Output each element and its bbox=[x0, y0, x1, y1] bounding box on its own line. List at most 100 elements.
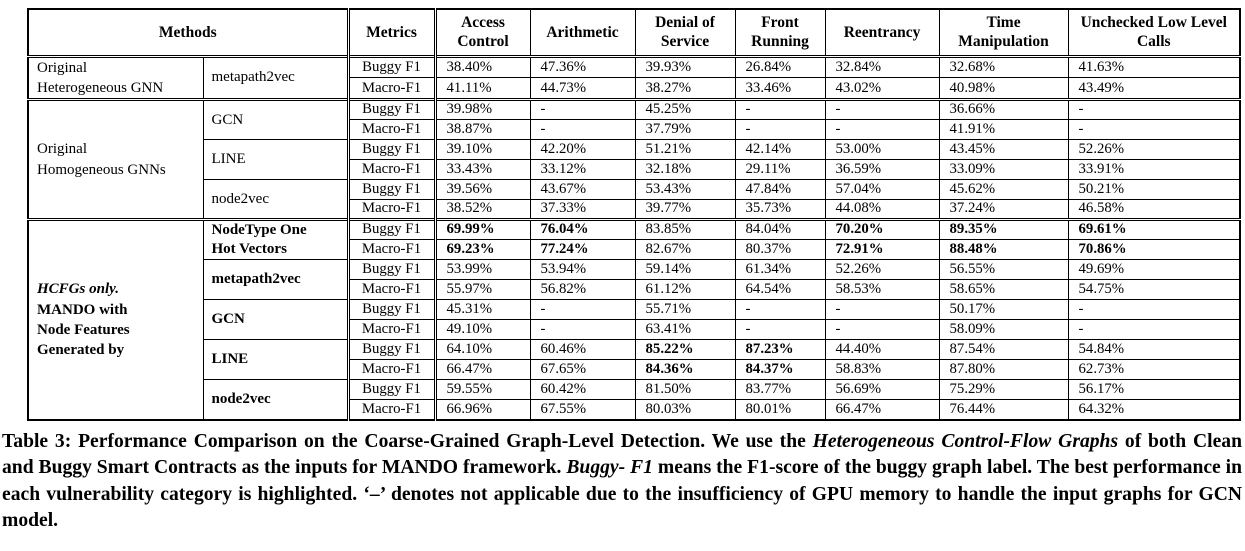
value-cell: 42.20% bbox=[529, 139, 636, 160]
value-cell: 61.12% bbox=[634, 279, 736, 300]
value-cell: 51.21% bbox=[634, 139, 736, 160]
value-cell: 59.55% bbox=[433, 379, 531, 400]
table-row: Macro-F1 38.52% 37.33% 39.77% 35.73% 44.08% 37… bbox=[28, 199, 1241, 220]
value-cell: 72.91% bbox=[824, 239, 940, 260]
value-cell: 83.85% bbox=[634, 218, 736, 240]
value-cell: 63.41% bbox=[634, 319, 736, 340]
group-label-line: HCFGs only. bbox=[37, 281, 119, 298]
metric-label: Buggy F1 bbox=[346, 299, 436, 320]
value-cell: 67.65% bbox=[529, 359, 636, 380]
value-cell: - bbox=[529, 319, 636, 340]
table-row: metapath2vec Buggy F1 53.99% 53.94% 59.14% 61… bbox=[28, 259, 1241, 300]
value-cell: 77.24% bbox=[529, 239, 636, 260]
metric-label: Buggy F1 bbox=[346, 379, 436, 400]
method-name-metapath2vec: metapath2vec bbox=[202, 54, 349, 100]
value-cell: 36.59% bbox=[824, 159, 940, 180]
value-cell: 26.84% bbox=[734, 54, 826, 79]
value-cell: 85.22% bbox=[634, 339, 736, 360]
value-cell: 69.99% bbox=[433, 218, 531, 240]
table-row: node2vec Buggy F1 39.56% 43.67% 53.43% 47.84%… bbox=[28, 179, 1241, 220]
value-cell: 55.97% bbox=[433, 279, 531, 300]
value-cell: 53.94% bbox=[529, 259, 636, 280]
caption-emphasis: Heterogeneous Control-Flow Graphs bbox=[812, 430, 1119, 452]
table-row: GCN Buggy F1 45.31% -55.71% - -50.17% - bbox=[28, 299, 1241, 340]
value-cell: 39.93% bbox=[634, 54, 736, 79]
group-label-line: Generated by bbox=[37, 342, 125, 358]
value-cell: 33.46% bbox=[734, 77, 826, 100]
value-cell: 67.55% bbox=[529, 399, 636, 420]
value-cell: 84.36% bbox=[634, 359, 736, 380]
table-row: Macro-F1 38.87% -37.79% - -41.91% - bbox=[28, 119, 1241, 140]
value-cell: 56.82% bbox=[529, 279, 636, 300]
value-cell: - bbox=[1067, 319, 1241, 340]
group-label-line: MANDO with bbox=[37, 301, 128, 318]
group-label-line: Homogeneous GNNs bbox=[37, 161, 166, 178]
method-group-label-original: Original Heterogeneous GNN bbox=[27, 54, 204, 100]
value-cell: 56.69% bbox=[824, 379, 940, 400]
value-cell: 37.24% bbox=[938, 199, 1069, 220]
caption-text: of both Clean and Buggy Smart Contracts … bbox=[2, 430, 1242, 479]
value-cell: 83.77% bbox=[734, 379, 826, 400]
value-cell: 32.68% bbox=[938, 54, 1069, 79]
metric-label: Buggy F1 bbox=[346, 218, 436, 240]
caption-text: means the F1-score of the buggy graph la… bbox=[2, 457, 1243, 532]
value-cell: 66.47% bbox=[824, 399, 940, 420]
value-cell: 80.03% bbox=[634, 399, 736, 420]
value-cell: 60.42% bbox=[529, 379, 636, 400]
value-cell: 76.04% bbox=[529, 218, 636, 240]
col-header-reentrancy: Reentrancy bbox=[824, 8, 940, 57]
value-cell: 87.80% bbox=[938, 359, 1069, 380]
value-cell: - bbox=[529, 98, 636, 120]
metric-label: Macro-F1 bbox=[346, 239, 436, 260]
method-name-metapath2vec: metapath2vec bbox=[202, 259, 349, 300]
value-cell: 39.77% bbox=[634, 199, 736, 220]
table-row: Macro-F1 49.10% -63.41% - -58.09% - bbox=[28, 319, 1241, 340]
value-cell: 49.69% bbox=[1067, 259, 1241, 280]
col-header-arithmetic: Arithmetic bbox=[529, 8, 636, 57]
value-cell: 53.99% bbox=[433, 259, 531, 280]
value-cell: 66.47% bbox=[433, 359, 531, 380]
value-cell: 42.14% bbox=[734, 139, 826, 160]
metric-label: Macro-F1 bbox=[346, 199, 436, 220]
value-cell: 58.09% bbox=[938, 319, 1069, 340]
value-cell: 33.12% bbox=[529, 159, 636, 180]
table-row: Original Homogeneous GNNs GCN Buggy F1 39.98… bbox=[27, 98, 1241, 220]
value-cell: 64.32% bbox=[1067, 399, 1241, 420]
method-name-line: LINE bbox=[202, 139, 349, 180]
value-cell: 47.36% bbox=[529, 54, 636, 79]
value-cell: 61.34% bbox=[734, 259, 826, 280]
metric-label: Macro-F1 bbox=[346, 119, 436, 140]
value-cell: 45.62% bbox=[938, 179, 1069, 200]
method-group-label-original: Original Homogeneous GNNs bbox=[27, 98, 204, 220]
value-cell: 54.84% bbox=[1067, 339, 1241, 360]
value-cell: 39.56% bbox=[433, 179, 531, 200]
group-label-line: Heterogeneous GNN bbox=[37, 79, 164, 96]
metric-label: Buggy F1 bbox=[346, 139, 436, 160]
value-cell: 45.31% bbox=[433, 299, 531, 320]
value-cell: 43.45% bbox=[938, 139, 1069, 160]
value-cell: 44.73% bbox=[529, 77, 636, 100]
group-label-line: Original bbox=[37, 141, 87, 158]
value-cell: 58.65% bbox=[938, 279, 1069, 300]
value-cell: - bbox=[1067, 119, 1241, 140]
metric-label: Macro-F1 bbox=[346, 399, 436, 420]
table-caption: Table 3: Performance Comparison on the C… bbox=[2, 429, 1242, 535]
results-table: Methods Metrics Access Control Arithmetic De… bbox=[27, 8, 1242, 421]
value-cell: 49.10% bbox=[433, 319, 531, 340]
metric-label: Buggy F1 bbox=[346, 339, 436, 360]
value-cell: 69.61% bbox=[1067, 218, 1241, 240]
caption-text: Table 3: Performance Comparison on the C… bbox=[2, 430, 813, 452]
method-name-nodetype-one-hot-vectors: NodeType One Hot Vectors bbox=[202, 218, 349, 260]
value-cell: 84.37% bbox=[734, 359, 826, 380]
table-body: Original Heterogeneous GNN metapath2vec Bug… bbox=[27, 54, 1241, 420]
value-cell: 60.46% bbox=[529, 339, 636, 360]
method-name-gcn: GCN bbox=[202, 299, 349, 340]
value-cell: 76.44% bbox=[938, 399, 1069, 420]
value-cell: 44.40% bbox=[824, 339, 940, 360]
value-cell: 64.10% bbox=[433, 339, 531, 360]
group-label-line: Node Features bbox=[37, 321, 130, 338]
value-cell: 58.53% bbox=[824, 279, 940, 300]
value-cell: 37.33% bbox=[529, 199, 636, 220]
value-cell: 46.58% bbox=[1067, 199, 1241, 220]
value-cell: - bbox=[1067, 98, 1241, 120]
